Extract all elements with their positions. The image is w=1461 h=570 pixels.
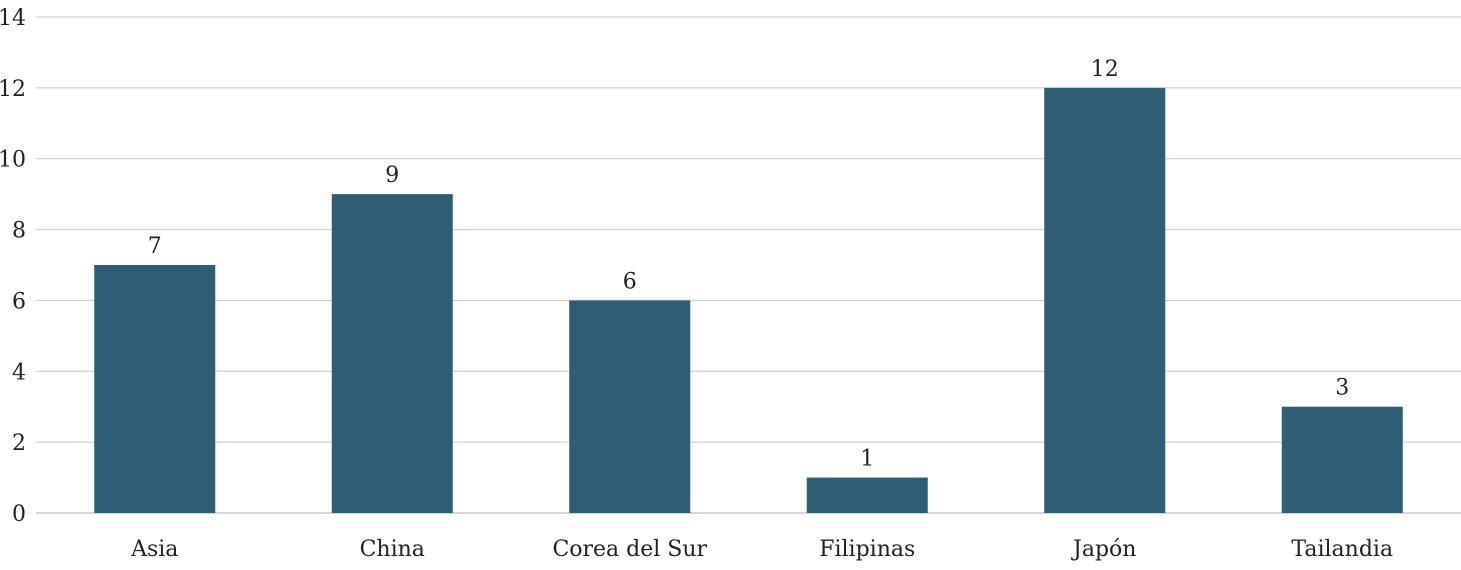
y-axis-ticks: 0 2 4 6 8 10 12 14 xyxy=(0,6,26,527)
bars xyxy=(94,87,1403,513)
x-category-label: Japón xyxy=(1071,537,1136,562)
x-category-label: Tailandia xyxy=(1291,537,1393,562)
x-category-label: China xyxy=(360,537,425,562)
y-tick-label: 10 xyxy=(0,148,26,173)
bar xyxy=(1281,406,1403,513)
bar xyxy=(569,300,691,513)
data-label: 9 xyxy=(385,163,399,188)
x-category-label: Corea del Sur xyxy=(552,537,707,562)
y-tick-label: 6 xyxy=(12,289,26,314)
data-label: 12 xyxy=(1091,57,1119,82)
x-category-label: Filipinas xyxy=(819,537,915,562)
y-tick-label: 12 xyxy=(0,77,26,102)
y-tick-label: 14 xyxy=(0,6,26,31)
data-label: 7 xyxy=(148,234,162,259)
bar xyxy=(1044,87,1166,513)
bar xyxy=(94,265,216,513)
grid-layer xyxy=(36,16,1461,514)
bar xyxy=(806,477,928,513)
y-tick-label: 8 xyxy=(12,219,26,244)
y-tick-label: 2 xyxy=(12,431,26,456)
bar xyxy=(331,194,453,513)
x-axis-categories: Asia China Corea del Sur Filipinas Japón Tail… xyxy=(130,537,1393,562)
x-category-label: Asia xyxy=(130,537,178,562)
data-label: 6 xyxy=(623,269,637,294)
data-label: 1 xyxy=(860,447,874,472)
data-label: 3 xyxy=(1335,376,1349,401)
data-labels: 7 9 6 1 12 3 xyxy=(148,57,1350,472)
y-tick-label: 0 xyxy=(12,502,26,527)
y-tick-label: 4 xyxy=(12,360,26,385)
